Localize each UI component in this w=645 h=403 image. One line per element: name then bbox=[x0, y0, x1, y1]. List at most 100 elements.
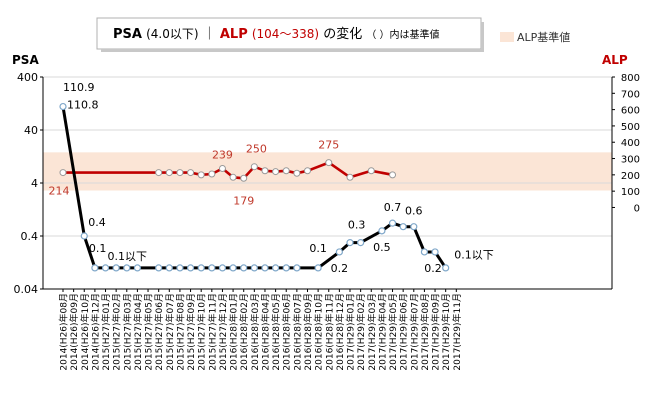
x-tick-label: 2017(H29)年09月 bbox=[430, 293, 442, 371]
title-box-shadow-bottom bbox=[101, 49, 484, 52]
chart-title: PSA (4.0以下) ｜ ALP (104〜338) の変化 （ ）内は基準値 bbox=[113, 26, 440, 42]
alp-point bbox=[282, 167, 290, 175]
psa-point bbox=[208, 264, 216, 272]
alp-point bbox=[346, 173, 354, 181]
title-alp-range: (104〜338) bbox=[252, 27, 319, 41]
title-note: （ ）内は基準値 bbox=[366, 28, 439, 41]
y-left-tick-label: 4 bbox=[31, 177, 38, 190]
alp-point bbox=[240, 174, 248, 182]
x-tick-label: 2016(H28)年09月 bbox=[302, 293, 314, 371]
psa-point bbox=[346, 239, 354, 247]
x-tick-label: 2015(H27)年02月 bbox=[111, 293, 123, 371]
x-tick-label: 2016(H28)年11月 bbox=[323, 293, 335, 371]
y-right-tick-label: 500 bbox=[621, 122, 640, 133]
title-psa: PSA bbox=[113, 27, 142, 42]
x-tick-label: 2015(H27)年01月 bbox=[100, 293, 112, 371]
title-sep: ｜ bbox=[203, 27, 216, 42]
x-tick-label: 2017(H29)年10月 bbox=[440, 293, 452, 371]
psa-point bbox=[165, 264, 173, 272]
y-right-tick-label: 100 bbox=[621, 187, 640, 198]
psa-point bbox=[250, 264, 258, 272]
x-tick-label: 2017(H29)年11月 bbox=[451, 293, 463, 371]
alp-point bbox=[187, 169, 195, 177]
psa-point bbox=[123, 264, 131, 272]
data-label: 179 bbox=[233, 194, 254, 207]
alp-point bbox=[155, 169, 163, 177]
y-right-tick-label: 800 bbox=[621, 73, 640, 84]
alp-point bbox=[197, 171, 205, 179]
psa-point bbox=[357, 239, 365, 247]
x-tick-label: 2017(H29)年01月 bbox=[345, 293, 357, 371]
title-alp: ALP bbox=[220, 27, 248, 42]
psa-point bbox=[378, 227, 386, 235]
x-tick-label: 2015(H27)年03月 bbox=[121, 293, 133, 371]
alp-point bbox=[229, 173, 237, 181]
data-label: 110.9 bbox=[63, 81, 95, 94]
psa-point bbox=[218, 264, 227, 272]
y-left-tick-label: 0.4 bbox=[21, 230, 39, 243]
psa-point bbox=[186, 264, 195, 272]
psa-point bbox=[176, 264, 184, 272]
psa-point bbox=[335, 248, 343, 256]
x-tick-label: 2017(H29)年04月 bbox=[376, 293, 388, 371]
x-tick-label: 2017(H29)年02月 bbox=[355, 293, 367, 371]
alp-point bbox=[208, 170, 216, 178]
psa-point bbox=[112, 264, 120, 272]
psa-point bbox=[101, 264, 110, 272]
y-right-tick-label: 200 bbox=[621, 171, 640, 182]
psa-point bbox=[388, 219, 397, 227]
title-box bbox=[96, 17, 482, 50]
psa-point bbox=[240, 264, 248, 272]
x-tick-label: 2016(H28)年10月 bbox=[313, 293, 325, 371]
data-label: 275 bbox=[318, 139, 339, 152]
psa-point bbox=[431, 248, 439, 256]
data-label: 110.8 bbox=[67, 99, 99, 112]
psa-point bbox=[282, 264, 290, 272]
y-right-tick-label: 700 bbox=[621, 89, 640, 100]
data-label: 0.2 bbox=[331, 262, 349, 275]
x-tick-label: 2015(H27)年07月 bbox=[164, 293, 176, 371]
x-tick-label: 2015(H27)年09月 bbox=[185, 293, 197, 371]
data-label: 0.1以下 bbox=[454, 249, 494, 262]
data-label: 0.1 bbox=[89, 242, 107, 255]
psa-point bbox=[410, 223, 418, 231]
legend-swatch bbox=[500, 32, 514, 42]
alp-point bbox=[165, 169, 173, 177]
psa-point bbox=[420, 248, 429, 256]
y-right-tick-label: 0 bbox=[634, 203, 640, 214]
alp-point bbox=[272, 168, 280, 176]
data-label: 0.6 bbox=[405, 205, 423, 218]
x-tick-label: 2014(H26)年12月 bbox=[89, 293, 101, 371]
x-tick-label: 2015(H27)年06月 bbox=[153, 293, 165, 371]
y-left-tick-label: 0.04 bbox=[14, 283, 39, 296]
psa-point bbox=[133, 264, 142, 272]
x-tick-label: 2015(H27)年05月 bbox=[143, 293, 155, 371]
data-label: 0.2 bbox=[424, 262, 442, 275]
x-tick-label: 2015(H27)年12月 bbox=[217, 293, 229, 371]
y-left-axis-label: PSA bbox=[12, 53, 39, 67]
x-tick-label: 2016(H28)年06月 bbox=[281, 293, 293, 371]
x-tick-label: 2017(H29)年07月 bbox=[408, 293, 420, 371]
alp-point bbox=[367, 167, 375, 175]
alp-point bbox=[293, 169, 301, 177]
x-tick-label: 2015(H27)年04月 bbox=[132, 293, 144, 371]
psa-point bbox=[155, 264, 163, 272]
alp-point bbox=[389, 171, 397, 179]
psa-point bbox=[59, 102, 67, 111]
psa-point bbox=[442, 264, 450, 272]
y-right-tick-label: 400 bbox=[621, 138, 640, 149]
psa-point bbox=[229, 264, 237, 272]
x-tick-label: 2016(H28)年04月 bbox=[259, 293, 271, 371]
x-tick-label: 2014(H26)年09月 bbox=[68, 293, 80, 371]
psa-point bbox=[293, 264, 301, 272]
psa-point bbox=[314, 264, 322, 272]
legend-label: ALP基準値 bbox=[517, 30, 570, 44]
x-tick-label: 2016(H28)年02月 bbox=[238, 293, 250, 371]
psa-point bbox=[197, 264, 205, 272]
data-label: 0.1以下 bbox=[108, 250, 147, 263]
data-label: 0.5 bbox=[373, 241, 391, 254]
y-right-tick-label: 600 bbox=[621, 106, 640, 117]
alp-point bbox=[261, 167, 269, 175]
x-tick-label: 2016(H28)年01月 bbox=[228, 293, 240, 371]
